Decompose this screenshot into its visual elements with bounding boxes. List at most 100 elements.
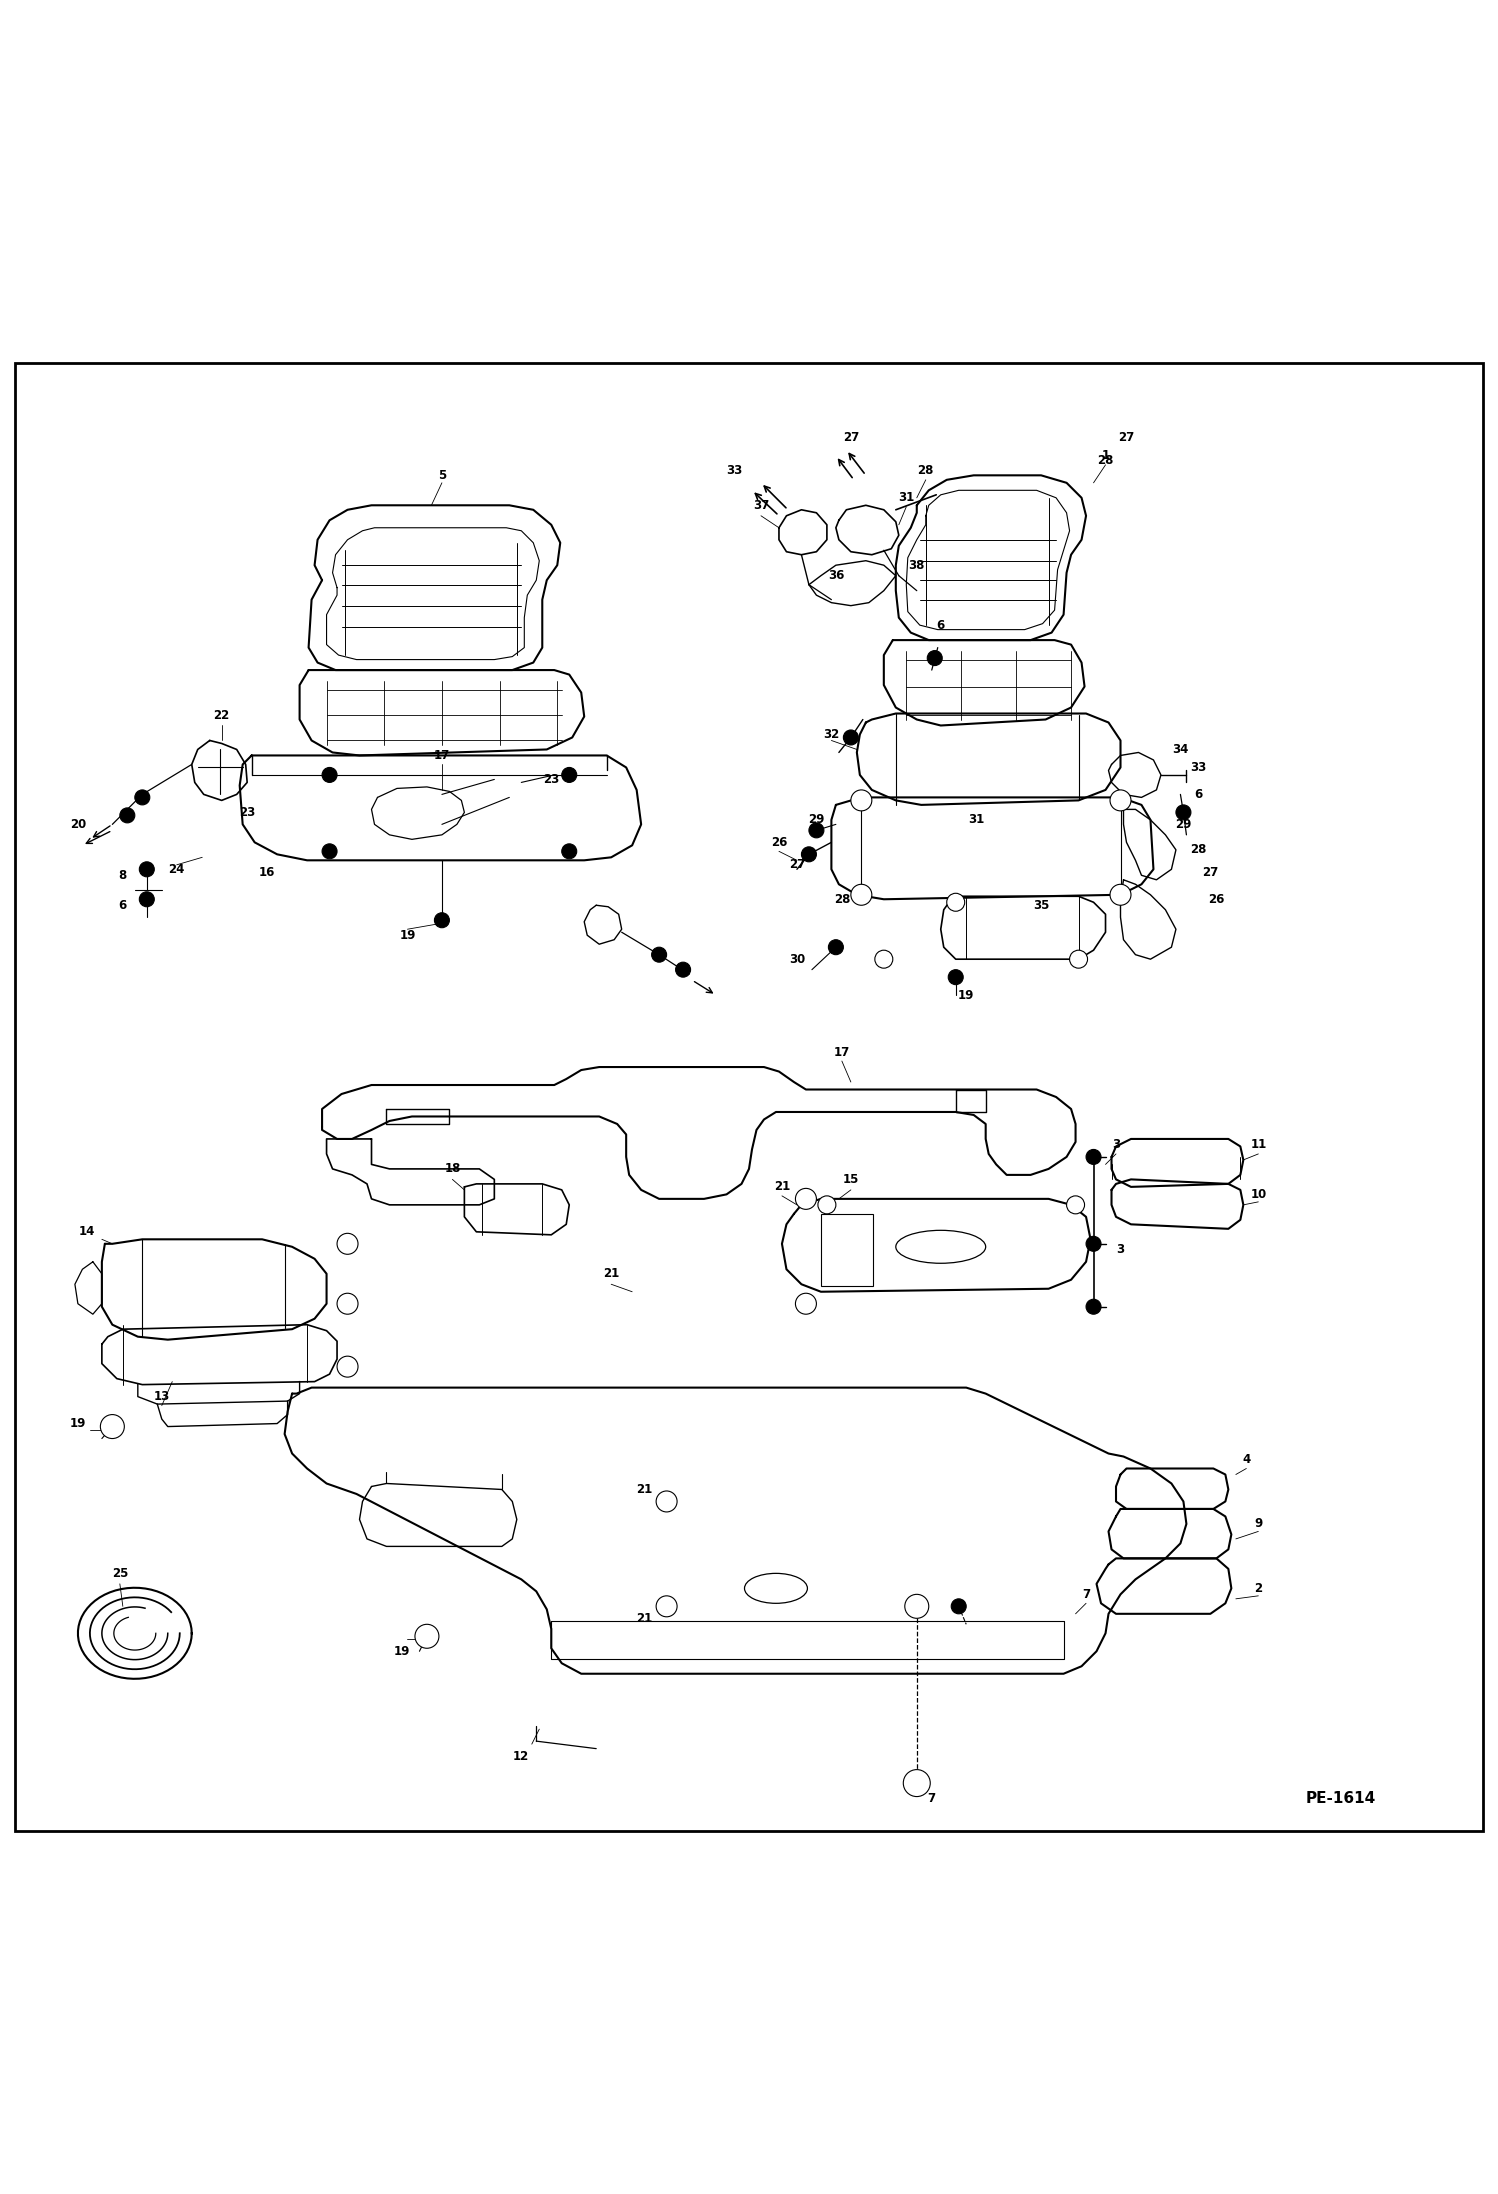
Text: 9: 9	[1254, 1518, 1263, 1531]
Circle shape	[851, 790, 872, 812]
Text: 7: 7	[1082, 1588, 1091, 1602]
Circle shape	[100, 1415, 124, 1439]
Text: 31: 31	[969, 814, 984, 827]
Text: 11: 11	[1251, 1139, 1266, 1152]
Text: 33: 33	[727, 465, 742, 478]
Circle shape	[1067, 1196, 1085, 1213]
Circle shape	[903, 1771, 930, 1797]
Text: 8: 8	[118, 869, 127, 882]
Circle shape	[795, 1292, 816, 1314]
Text: 23: 23	[544, 772, 559, 785]
Circle shape	[322, 845, 337, 858]
Text: 3: 3	[1112, 1139, 1121, 1152]
Circle shape	[818, 1196, 836, 1213]
Ellipse shape	[896, 1231, 986, 1264]
Circle shape	[139, 891, 154, 906]
Text: 35: 35	[1034, 900, 1049, 913]
Text: 14: 14	[79, 1224, 94, 1237]
Circle shape	[322, 768, 337, 783]
Text: 3: 3	[1116, 1244, 1125, 1257]
Text: 31: 31	[899, 491, 914, 505]
Text: 2: 2	[1254, 1582, 1263, 1595]
Text: PE-1614: PE-1614	[1306, 1790, 1375, 1806]
Text: 27: 27	[1203, 867, 1218, 880]
Circle shape	[337, 1292, 358, 1314]
Text: 20: 20	[70, 818, 85, 832]
Circle shape	[1110, 884, 1131, 906]
Text: 18: 18	[445, 1163, 460, 1176]
Circle shape	[1176, 805, 1191, 821]
Text: 13: 13	[154, 1391, 169, 1404]
Text: 28: 28	[1098, 454, 1113, 467]
Text: 1: 1	[1101, 450, 1110, 463]
Text: 28: 28	[834, 893, 849, 906]
Circle shape	[1110, 790, 1131, 812]
Text: 17: 17	[434, 748, 449, 761]
Text: 6: 6	[1194, 788, 1203, 801]
Circle shape	[676, 963, 691, 976]
Text: 28: 28	[918, 465, 933, 478]
Text: 29: 29	[809, 814, 824, 827]
Circle shape	[801, 847, 816, 862]
Text: 6: 6	[936, 619, 945, 632]
Circle shape	[828, 939, 843, 954]
Circle shape	[337, 1356, 358, 1378]
Circle shape	[851, 884, 872, 906]
Circle shape	[656, 1492, 677, 1512]
Circle shape	[434, 913, 449, 928]
Circle shape	[951, 1599, 966, 1615]
Text: 19: 19	[394, 1646, 409, 1659]
Text: 6: 6	[118, 900, 127, 913]
Text: 29: 29	[1176, 818, 1191, 832]
Text: 21: 21	[637, 1613, 652, 1626]
Text: 15: 15	[843, 1174, 858, 1187]
Text: 36: 36	[828, 568, 843, 581]
Text: 10: 10	[1251, 1187, 1266, 1200]
Ellipse shape	[745, 1573, 807, 1604]
Circle shape	[120, 807, 135, 823]
Circle shape	[652, 948, 667, 963]
Text: 32: 32	[824, 728, 839, 742]
Circle shape	[337, 1233, 358, 1255]
Circle shape	[1070, 950, 1088, 968]
Circle shape	[795, 1189, 816, 1209]
Text: 22: 22	[214, 709, 229, 722]
Text: 4: 4	[1242, 1452, 1251, 1466]
Text: 21: 21	[604, 1268, 619, 1281]
Text: 19: 19	[959, 989, 974, 1003]
Circle shape	[947, 893, 965, 911]
Text: 25: 25	[112, 1567, 127, 1580]
Circle shape	[415, 1624, 439, 1648]
Circle shape	[809, 823, 824, 838]
Text: 19: 19	[400, 928, 415, 941]
Text: 12: 12	[514, 1749, 529, 1762]
Text: 16: 16	[259, 867, 274, 880]
Circle shape	[948, 970, 963, 985]
Text: 34: 34	[1173, 744, 1188, 757]
Text: 33: 33	[1191, 761, 1206, 774]
Text: 19: 19	[70, 1417, 85, 1430]
Circle shape	[1086, 1299, 1101, 1314]
Circle shape	[656, 1595, 677, 1617]
Text: 7: 7	[927, 1792, 936, 1803]
Text: 17: 17	[834, 1047, 849, 1058]
Text: 21: 21	[774, 1180, 789, 1194]
Text: 27: 27	[1119, 432, 1134, 445]
Circle shape	[562, 768, 577, 783]
Circle shape	[1086, 1150, 1101, 1165]
Text: 5: 5	[437, 470, 446, 483]
Text: 26: 26	[1209, 893, 1224, 906]
Circle shape	[139, 862, 154, 878]
Circle shape	[135, 790, 150, 805]
Circle shape	[905, 1595, 929, 1619]
Text: 30: 30	[789, 952, 804, 965]
Text: 24: 24	[169, 862, 184, 875]
Text: 27: 27	[789, 858, 804, 871]
Text: 21: 21	[637, 1483, 652, 1496]
Text: 37: 37	[753, 498, 768, 511]
Text: 27: 27	[843, 432, 858, 445]
Text: 23: 23	[240, 805, 255, 818]
Text: 38: 38	[909, 559, 924, 573]
Bar	[821, 1213, 873, 1286]
Circle shape	[843, 731, 858, 746]
